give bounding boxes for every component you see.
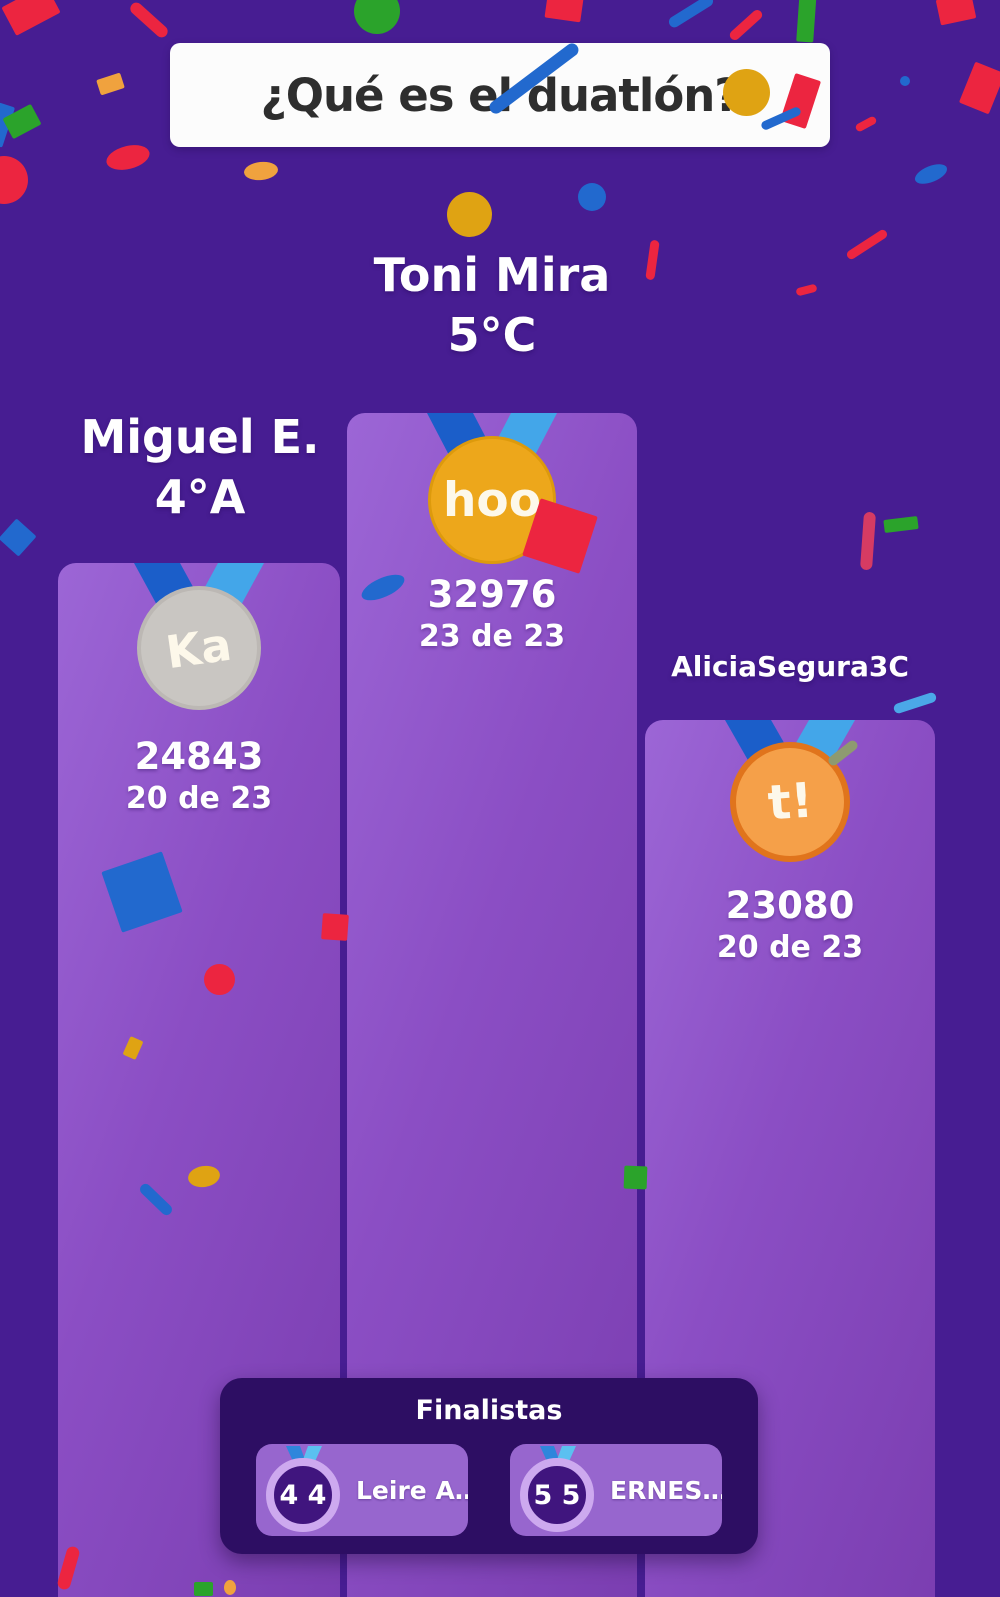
second-place-name: Miguel E. 4°A: [10, 408, 390, 528]
confetti-piece: [2, 103, 42, 140]
third-place-score: 23080 20 de 23: [645, 884, 935, 965]
second-place-correct-answers: 20 de 23: [125, 781, 273, 816]
confetti-piece: [912, 160, 950, 188]
first-place-name: Toni Mira 5°C: [292, 246, 692, 366]
silver-medal-avatar-text: Ka: [163, 617, 235, 679]
confetti-piece: [859, 511, 877, 571]
confetti-piece: [854, 115, 878, 133]
question-banner: ¿Qué es el duatlón?: [170, 43, 830, 147]
confetti-piece: [935, 0, 977, 26]
confetti-piece: [1, 0, 61, 36]
confetti-piece: [354, 0, 400, 34]
third-place-points: 23080: [725, 884, 855, 927]
confetti-piece: [900, 76, 910, 86]
confetti-piece: [447, 192, 492, 237]
finalists-panel: Finalistas 4 4 Leire A…: [220, 1378, 758, 1554]
confetti-piece: [883, 515, 919, 534]
confetti-piece: [578, 183, 606, 211]
confetti-piece: [103, 141, 153, 174]
confetti-piece: [0, 102, 16, 148]
confetti-piece: [666, 0, 716, 30]
first-place-correct-answers: 23 de 23: [418, 619, 566, 654]
gold-medal-avatar: hoo: [428, 436, 556, 564]
finalist-card-leire: 4 4 Leire A…: [256, 1444, 468, 1536]
finalist-medal-5: 5 5: [520, 1446, 596, 1532]
finalist-rank-badge: 5 5: [520, 1458, 594, 1532]
finalists-title: Finalistas: [415, 1395, 563, 1426]
finalist-rank: 4 4: [279, 1479, 327, 1511]
confetti-piece: [127, 0, 171, 40]
second-place-points: 24843: [134, 735, 264, 778]
confetti-piece: [544, 0, 584, 23]
first-place-points: 32976: [427, 573, 557, 616]
confetti-piece: [0, 156, 28, 204]
finalist-card-ernes: 5 5 ERNES…: [510, 1444, 722, 1536]
confetti-piece: [845, 228, 889, 261]
finalist-name: ERNES…: [610, 1475, 722, 1505]
confetti-piece: [96, 72, 125, 96]
second-place-nickname: Miguel E.: [80, 410, 320, 464]
finalist-name: Leire A…: [356, 1475, 468, 1505]
finalist-rank: 5 5: [533, 1479, 581, 1511]
first-place-score: 32976 23 de 23: [347, 573, 637, 654]
confetti-piece: [892, 691, 938, 715]
third-place-nickname: AliciaSegura3C: [671, 650, 909, 683]
confetti-piece: [243, 160, 279, 182]
finalist-medal-4: 4 4: [266, 1446, 342, 1532]
finalists-cards: 4 4 Leire A… 5 5 ERNES…: [220, 1444, 758, 1536]
first-place-nickname: Toni Mira: [373, 248, 611, 302]
bronze-medal-avatar: t!: [730, 742, 850, 862]
confetti-piece: [795, 283, 818, 297]
third-place-correct-answers: 20 de 23: [716, 930, 864, 965]
silver-medal-avatar: Ka: [137, 586, 261, 710]
bronze-medal-avatar-text: t!: [765, 772, 815, 832]
question-text: ¿Qué es el duatlón?: [260, 68, 741, 122]
confetti-piece: [727, 7, 765, 43]
confetti-piece: [796, 0, 817, 43]
second-place-group: 4°A: [154, 469, 246, 524]
third-place-name: AliciaSegura3C: [610, 650, 970, 684]
gold-medal-avatar-text: hoo: [442, 472, 542, 528]
finalist-rank-badge: 4 4: [266, 1458, 340, 1532]
second-place-score: 24843 20 de 23: [58, 735, 340, 816]
confetti-piece: [958, 61, 1000, 115]
first-place-group: 5°C: [447, 307, 537, 362]
